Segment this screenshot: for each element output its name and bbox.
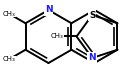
Text: N: N: [45, 5, 52, 14]
Text: S: S: [89, 11, 95, 20]
Text: CH₃: CH₃: [51, 34, 64, 39]
Text: N: N: [88, 53, 96, 62]
Text: CH₃: CH₃: [2, 11, 15, 17]
Text: CH₃: CH₃: [2, 56, 15, 62]
